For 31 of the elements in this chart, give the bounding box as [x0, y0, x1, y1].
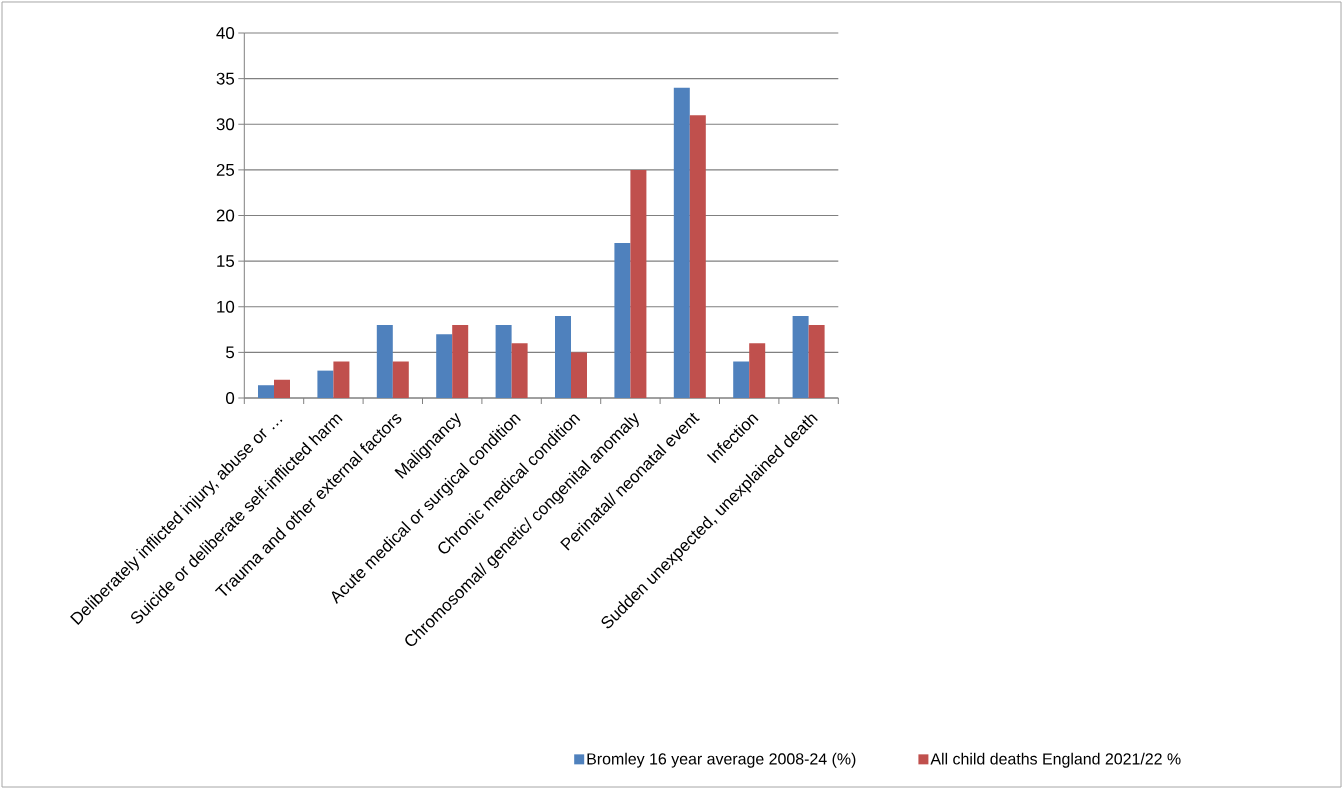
bar: [792, 315, 809, 398]
y-tick-label: 0: [226, 392, 235, 404]
bar: [392, 361, 409, 398]
bar: [673, 87, 690, 398]
y-tick-label: 15: [217, 255, 235, 268]
bar: [733, 361, 750, 398]
y-tick-label: 10: [217, 300, 235, 313]
y-tick-label: 20: [216, 209, 235, 222]
bar: [511, 343, 528, 398]
y-tick-label: 40: [216, 27, 235, 39]
legend-label: All child deaths England 2021/22 %: [930, 752, 1181, 768]
bar: [555, 315, 571, 398]
bar: [452, 325, 469, 398]
bar: [317, 370, 334, 398]
bar: [808, 325, 825, 398]
bar: [333, 361, 350, 398]
bar: [614, 242, 631, 398]
bar: [749, 343, 766, 398]
y-tick-label: 25: [216, 163, 235, 176]
bar: [274, 379, 290, 398]
bar: [630, 169, 647, 398]
y-tick-label: 30: [216, 118, 235, 131]
legend-label: Bromley 16 year average 2008-24 (%): [587, 752, 856, 768]
bar: [689, 115, 706, 398]
bar: [436, 334, 453, 398]
bar: [571, 352, 587, 398]
y-tick-label: 5: [226, 346, 235, 359]
bar: [495, 325, 512, 398]
y-tick-label: 35: [216, 72, 235, 85]
bar: [376, 325, 393, 398]
bar: [258, 385, 274, 398]
